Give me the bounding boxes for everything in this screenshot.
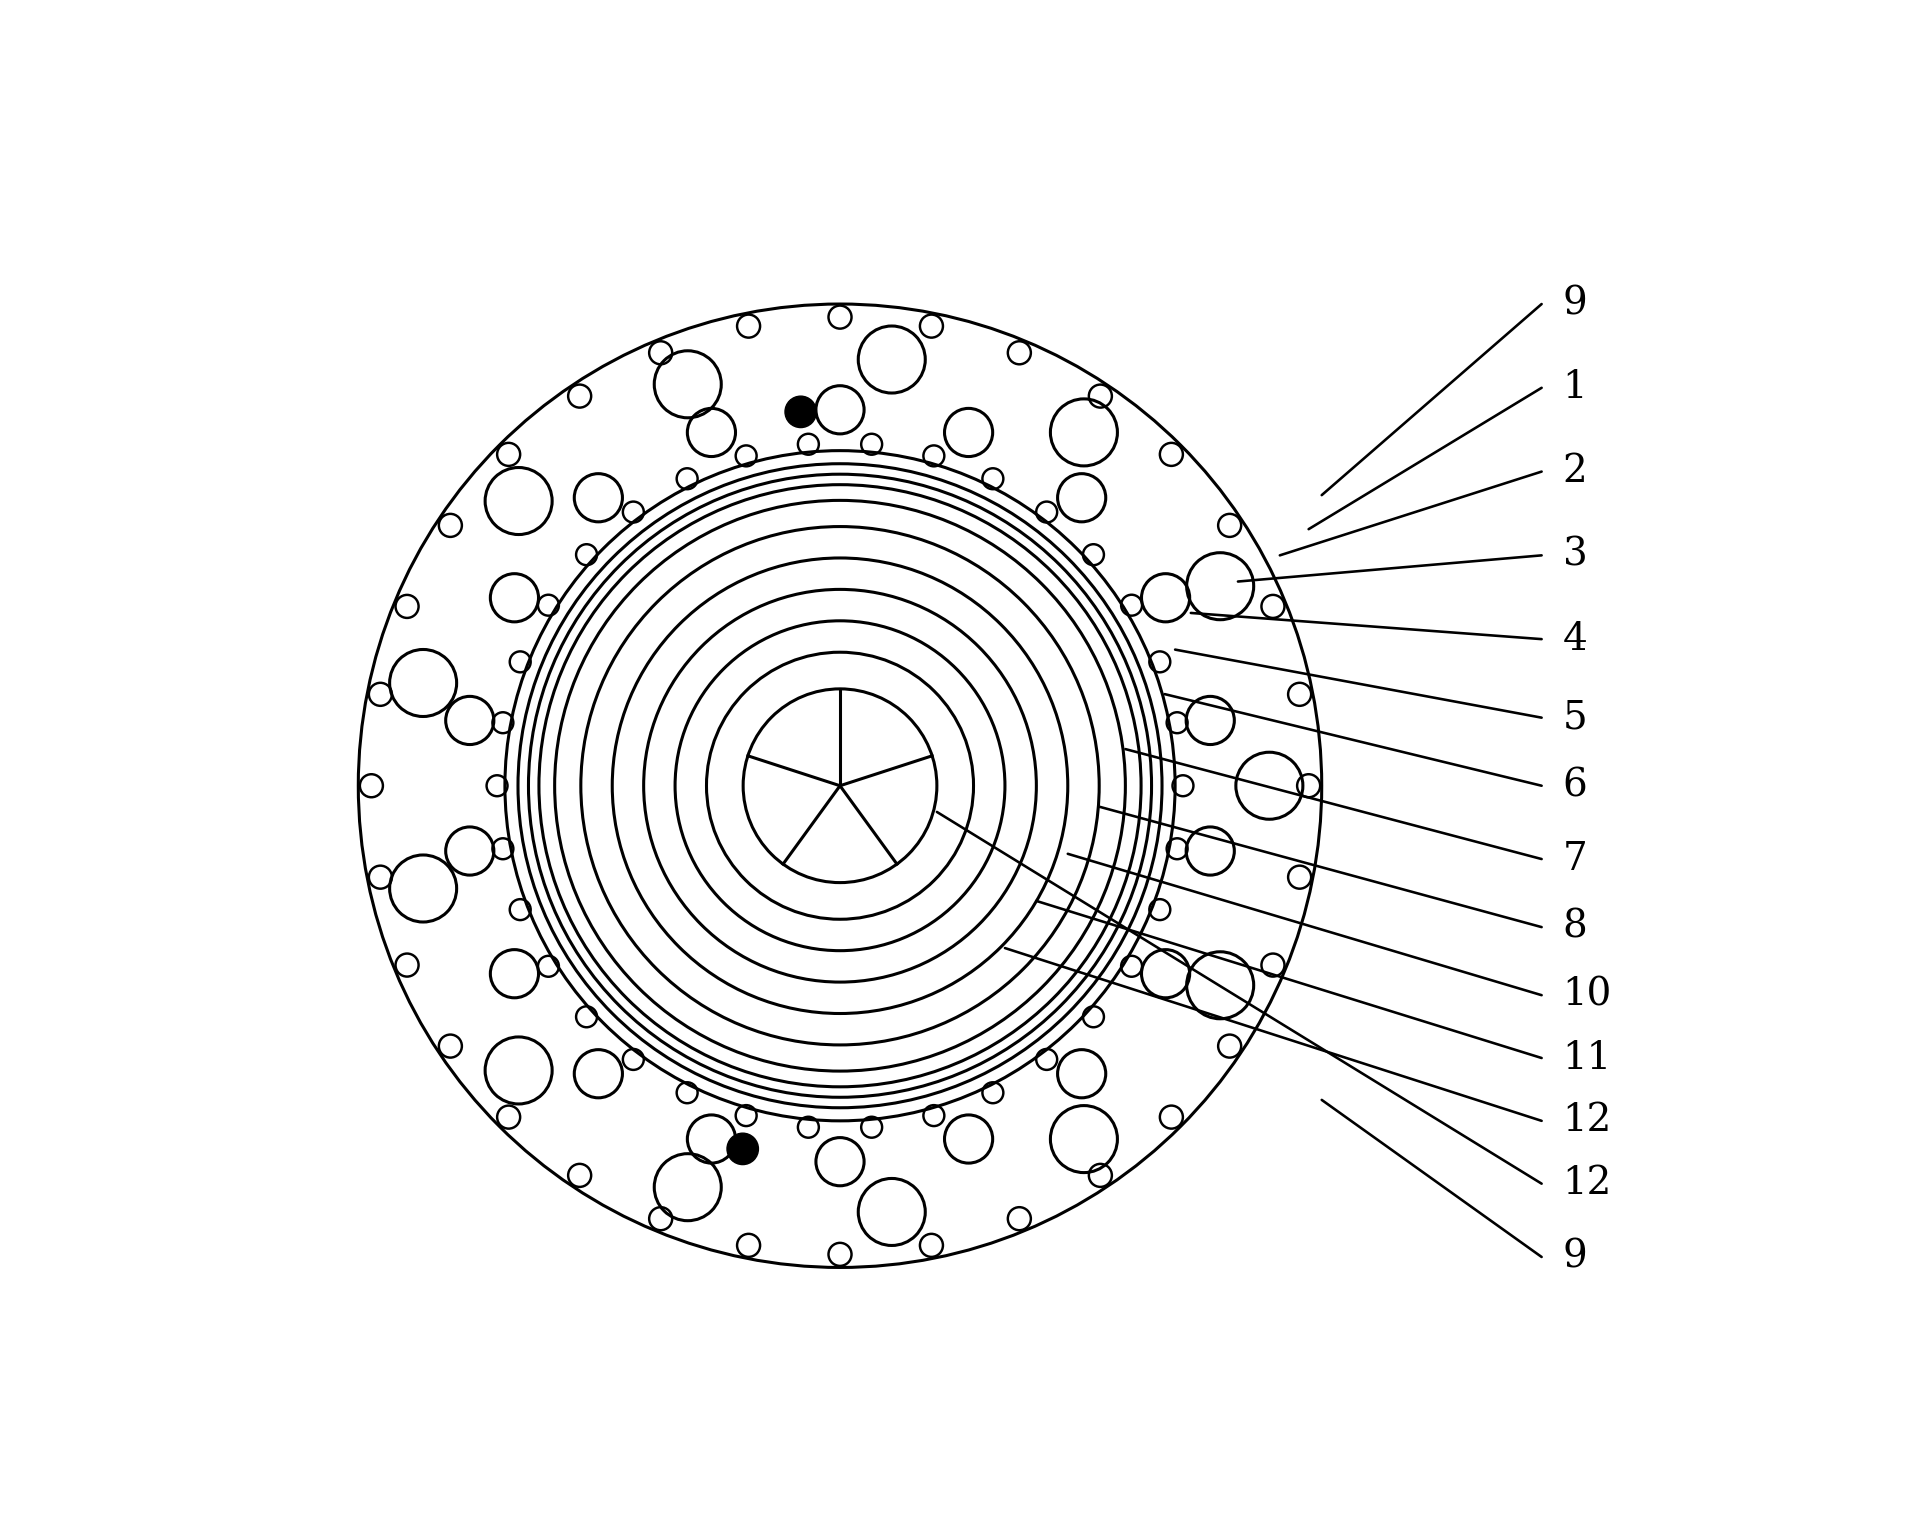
- Text: 5: 5: [1563, 699, 1588, 736]
- Text: 7: 7: [1563, 840, 1588, 878]
- Text: 9: 9: [1563, 286, 1588, 323]
- Text: 12: 12: [1563, 1102, 1613, 1140]
- Text: 4: 4: [1563, 621, 1588, 658]
- Text: 12: 12: [1563, 1166, 1613, 1203]
- Text: 9: 9: [1563, 1238, 1588, 1276]
- Text: 11: 11: [1563, 1039, 1611, 1077]
- Text: 2: 2: [1563, 453, 1588, 490]
- Circle shape: [728, 1134, 758, 1164]
- Text: 10: 10: [1563, 976, 1613, 1014]
- Text: 3: 3: [1563, 537, 1588, 574]
- Text: 6: 6: [1563, 767, 1588, 805]
- Text: 8: 8: [1563, 909, 1588, 946]
- Text: 1: 1: [1563, 369, 1588, 407]
- Circle shape: [785, 396, 816, 427]
